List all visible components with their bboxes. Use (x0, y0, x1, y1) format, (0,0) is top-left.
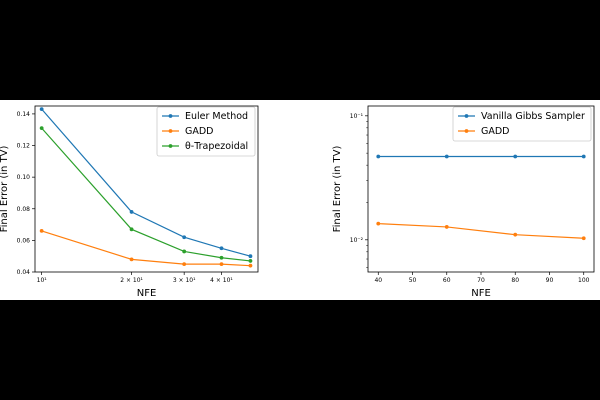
data-point (219, 262, 224, 266)
x-tick-label: 100 (578, 277, 590, 284)
data-point (581, 154, 586, 159)
chart-canvas: 10¹ 2 × 10¹ 3 × 10¹ 4 × 10¹ 0.04 0.06 0.08 0.10… (0, 105, 595, 299)
x-axis-label: NFE (137, 288, 157, 299)
x-axis-label: NFE (471, 288, 491, 299)
data-point (376, 154, 381, 159)
legend-label: Vanilla Gibbs Sampler (481, 111, 585, 122)
legend-label: θ-Trapezoidal (185, 141, 248, 152)
legend-box (452, 106, 592, 142)
figure-panel: 10¹ 2 × 10¹ 3 × 10¹ 4 × 10¹ 0.04 0.06 0.08 0.10… (0, 100, 600, 300)
data-point (248, 259, 253, 263)
chart-2: 40 50 60 70 80 90 100 10⁻² 10⁻¹ NFE Final Error (i… (332, 105, 595, 299)
legend-box (156, 106, 256, 157)
series-line (378, 223, 584, 239)
x-tick-label: 10¹ (37, 277, 48, 284)
x-tick-label: 70 (477, 277, 485, 284)
data-point (444, 225, 449, 229)
data-point (39, 107, 44, 112)
data-point (39, 126, 44, 131)
x-tick-label: 4 × 10¹ (210, 277, 233, 284)
data-point (248, 254, 253, 259)
x-tick-label: 50 (409, 277, 417, 284)
y-tick-label: 0.12 (17, 143, 31, 150)
data-point (444, 154, 449, 159)
legend-label: GADD (481, 126, 510, 137)
y-tick-label: 10⁻² (350, 237, 364, 244)
y-tick-label: 0.06 (17, 237, 31, 244)
y-tick-label: 0.04 (17, 269, 31, 276)
y-tick-label: 0.14 (17, 111, 31, 118)
x-tick-label: 60 (443, 277, 451, 284)
data-point (219, 246, 224, 251)
data-point (376, 221, 381, 226)
legend-swatch-marker (168, 114, 173, 118)
legend-label: GADD (185, 126, 214, 137)
x-tick-label: 2 × 10¹ (120, 277, 143, 284)
y-tick-label: 0.08 (17, 206, 31, 213)
data-point (39, 228, 44, 233)
data-point (581, 236, 586, 241)
series-line (41, 230, 251, 267)
data-point (513, 232, 518, 237)
data-point (248, 263, 253, 268)
x-tick-label: 90 (546, 277, 554, 284)
y-tick-label: 0.10 (17, 174, 31, 181)
data-point (182, 235, 187, 240)
data-point (129, 210, 134, 214)
data-point (513, 154, 518, 159)
y-tick-label: 10⁻¹ (350, 113, 364, 120)
data-point (182, 249, 187, 254)
legend-swatch-marker (464, 129, 469, 133)
data-point (129, 257, 134, 262)
y-axis-label: Final Error (in TV) (332, 145, 343, 232)
legend-swatch-marker (168, 144, 173, 148)
x-tick-label: 80 (511, 277, 519, 284)
legend-label: Euler Method (185, 111, 248, 122)
legend-swatch-marker (168, 129, 173, 133)
data-point (182, 262, 187, 266)
x-tick-label: 40 (374, 277, 382, 284)
legend-swatch-marker (464, 114, 469, 118)
chart-1: 10¹ 2 × 10¹ 3 × 10¹ 4 × 10¹ 0.04 0.06 0.08 0.10… (0, 105, 259, 299)
data-point (129, 227, 134, 232)
plot-frame (34, 105, 259, 273)
x-tick-label: 3 × 10¹ (173, 277, 196, 284)
y-axis-label: Final Error (in TV) (0, 145, 10, 232)
data-point (219, 255, 224, 260)
